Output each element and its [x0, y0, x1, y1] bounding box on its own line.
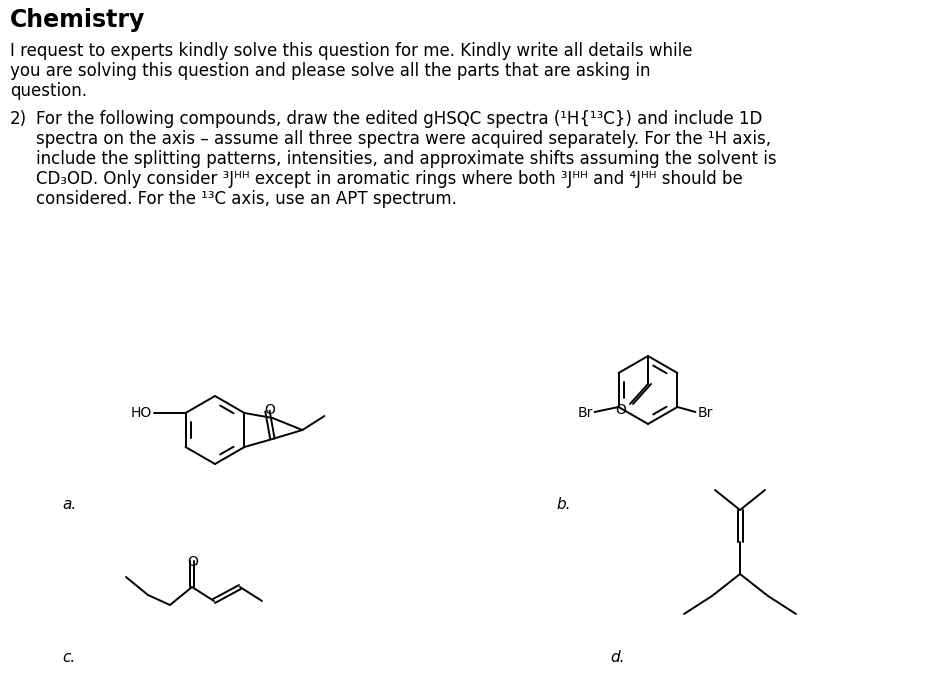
Text: 2): 2) — [10, 110, 27, 128]
Text: c.: c. — [62, 650, 75, 665]
Text: Br: Br — [697, 406, 713, 420]
Text: O: O — [264, 403, 275, 417]
Text: O: O — [187, 555, 199, 569]
Text: CD₃OD. Only consider ³Jᴴᴴ except in aromatic rings where both ³Jᴴᴴ and ⁴Jᴴᴴ shou: CD₃OD. Only consider ³Jᴴᴴ except in arom… — [36, 170, 743, 188]
Text: d.: d. — [610, 650, 624, 665]
Text: you are solving this question and please solve all the parts that are asking in: you are solving this question and please… — [10, 62, 651, 80]
Text: considered. For the ¹³C axis, use an APT spectrum.: considered. For the ¹³C axis, use an APT… — [36, 190, 457, 208]
Text: b.: b. — [556, 497, 570, 512]
Text: include the splitting patterns, intensities, and approximate shifts assuming the: include the splitting patterns, intensit… — [36, 150, 776, 168]
Text: I request to experts kindly solve this question for me. Kindly write all details: I request to experts kindly solve this q… — [10, 42, 692, 60]
Text: Chemistry: Chemistry — [10, 8, 145, 32]
Text: spectra on the axis – assume all three spectra were acquired separately. For the: spectra on the axis – assume all three s… — [36, 130, 771, 148]
Text: HO: HO — [130, 406, 152, 420]
Text: a.: a. — [62, 497, 76, 512]
Text: For the following compounds, draw the edited gHSQC spectra (¹H{¹³C}) and include: For the following compounds, draw the ed… — [36, 110, 762, 128]
Text: question.: question. — [10, 82, 87, 100]
Text: Br: Br — [577, 406, 593, 420]
Text: O: O — [615, 403, 626, 417]
